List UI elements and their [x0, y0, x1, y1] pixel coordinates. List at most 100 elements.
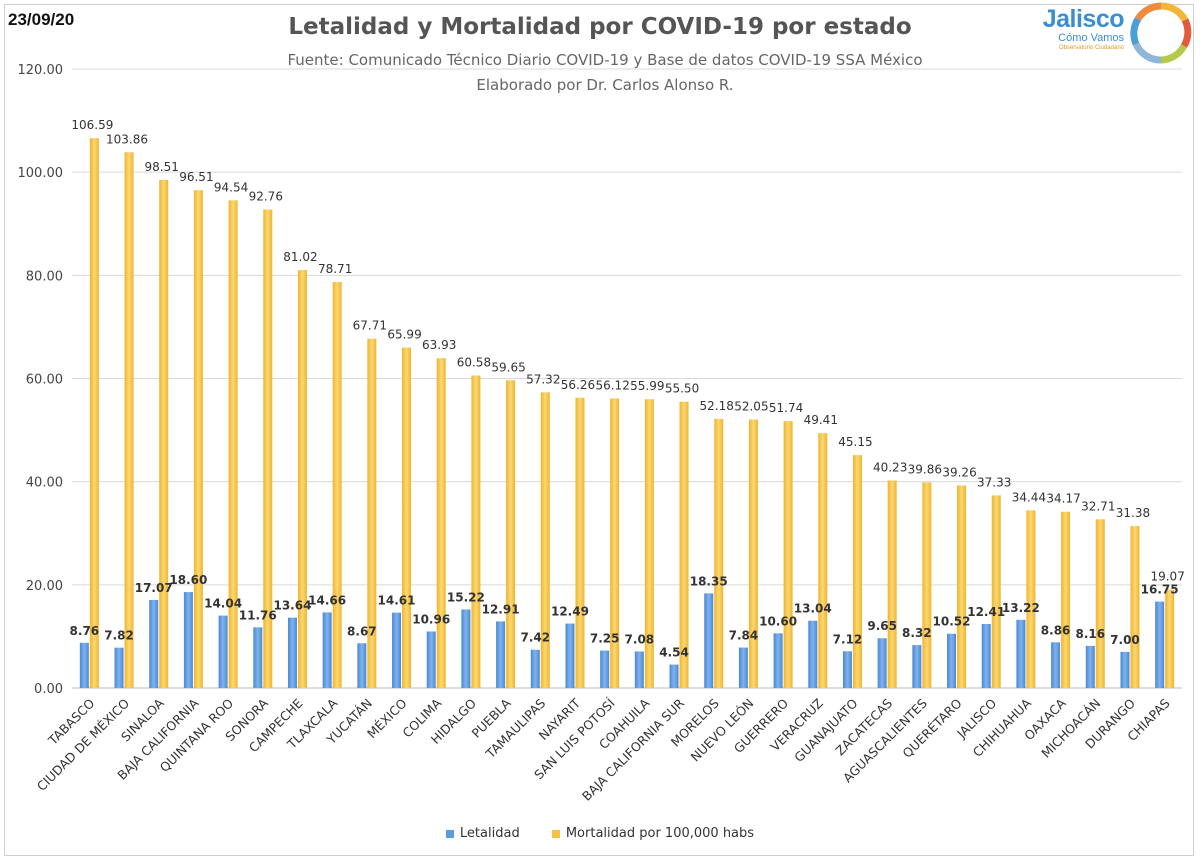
y-tick-label: 60.00	[26, 373, 63, 388]
bar-mortalidad	[297, 270, 307, 688]
bar-mortalidad	[818, 433, 828, 688]
bar-letalidad	[183, 592, 193, 688]
y-tick-label: 80.00	[26, 269, 63, 284]
data-label-mortalidad: 81.02	[283, 250, 317, 264]
date-label: 23/09/20	[8, 10, 75, 29]
data-labels: 106.59 8.76 103.86 7.82 98.51 17.07 96.51 18.60…	[70, 118, 1185, 659]
data-label-letalidad: 4.54	[659, 646, 689, 660]
logo-sub-text: Cómo Vamos	[1058, 32, 1124, 44]
bar-letalidad	[322, 612, 332, 688]
bar-letalidad	[426, 631, 436, 688]
bar-mortalidad	[852, 455, 862, 688]
data-label-letalidad: 10.60	[759, 614, 797, 628]
y-tick-label: 0.00	[34, 682, 63, 697]
data-label-letalidad: 14.61	[378, 594, 416, 608]
data-label-letalidad: 12.91	[482, 602, 520, 616]
legend-swatch-mortalidad	[551, 829, 560, 838]
bar-letalidad	[1016, 619, 1026, 688]
bar-letalidad	[392, 612, 402, 688]
bar-mortalidad	[714, 418, 724, 688]
data-label-letalidad: 15.22	[447, 590, 485, 604]
bar-mortalidad	[506, 380, 516, 688]
bar-letalidad	[565, 623, 575, 688]
data-label-mortalidad: 31.38	[1116, 506, 1150, 520]
bar-mortalidad	[367, 338, 377, 688]
bar-mortalidad	[887, 480, 897, 688]
data-label-mortalidad: 39.26	[942, 465, 976, 479]
chart-frame	[4, 4, 1194, 856]
bar-mortalidad	[124, 152, 134, 688]
chart-subtitle-author: Elaborado por Dr. Carlos Alonso R.	[476, 76, 734, 94]
data-label-letalidad: 8.76	[70, 624, 100, 638]
legend-item-letalidad: Letalidad	[445, 826, 520, 841]
logo-main-text: Jalisco	[1042, 5, 1125, 33]
data-label-mortalidad: 55.50	[665, 382, 699, 396]
legend-label-mortalidad: Mortalidad por 100,000 habs	[565, 826, 755, 841]
bar-mortalidad	[922, 482, 932, 688]
bar-mortalidad	[402, 347, 412, 688]
bar-letalidad	[1085, 645, 1095, 688]
data-label-letalidad: 7.42	[520, 631, 550, 645]
logo-small-text: Observatorio Ciudadano	[1058, 45, 1124, 51]
data-label-mortalidad: 32.71	[1081, 499, 1115, 513]
data-label-letalidad: 18.60	[169, 573, 207, 587]
bar-letalidad	[738, 647, 748, 688]
bar-letalidad	[253, 627, 263, 688]
data-label-mortalidad: 37.33	[977, 475, 1011, 489]
bar-mortalidad	[89, 138, 99, 689]
bar-letalidad	[79, 642, 89, 688]
data-label-mortalidad: 52.05	[734, 400, 768, 414]
data-label-mortalidad: 34.17	[1046, 492, 1080, 506]
bar-mortalidad	[610, 398, 620, 688]
data-label-letalidad: 8.32	[902, 626, 932, 640]
data-label-letalidad: 7.12	[833, 632, 863, 646]
bar-letalidad	[1051, 642, 1061, 688]
bar-letalidad	[773, 633, 783, 688]
data-label-mortalidad: 39.86	[908, 462, 942, 476]
data-label-mortalidad: 60.58	[457, 356, 491, 370]
data-label-letalidad: 13.64	[273, 599, 311, 613]
bar-mortalidad	[436, 358, 446, 688]
bar-mortalidad	[748, 419, 758, 688]
data-label-letalidad: 10.96	[412, 612, 450, 626]
data-label-letalidad: 16.75	[1141, 583, 1179, 597]
legend-label-letalidad: Letalidad	[459, 826, 520, 841]
data-label-mortalidad: 96.51	[179, 170, 213, 184]
bar-letalidad	[1120, 651, 1130, 688]
data-label-mortalidad: 103.86	[106, 132, 148, 146]
bar-letalidad	[981, 623, 991, 688]
data-label-mortalidad: 57.32	[526, 372, 560, 386]
data-label-letalidad: 7.84	[729, 629, 759, 643]
data-label-mortalidad: 34.44	[1012, 490, 1046, 504]
bar-mortalidad	[332, 281, 342, 688]
data-label-mortalidad: 59.65	[491, 360, 525, 374]
data-label-letalidad: 7.00	[1110, 633, 1140, 647]
bar-mortalidad	[540, 392, 550, 688]
y-tick-label: 40.00	[26, 476, 63, 491]
bar-mortalidad	[193, 190, 203, 688]
data-label-letalidad: 12.49	[551, 605, 589, 619]
bar-letalidad	[530, 649, 540, 688]
bar-mortalidad	[679, 401, 689, 688]
bar-mortalidad	[263, 209, 273, 688]
bar-letalidad	[461, 609, 471, 688]
data-label-mortalidad: 98.51	[145, 160, 179, 174]
legend-item-mortalidad: Mortalidad por 100,000 habs	[551, 826, 755, 841]
data-label-letalidad: 12.41	[967, 605, 1005, 619]
data-label-mortalidad: 94.54	[214, 180, 248, 194]
data-label-mortalidad: 19.07	[1150, 570, 1184, 584]
data-label-mortalidad: 65.99	[387, 328, 421, 342]
bar-mortalidad	[471, 375, 481, 688]
bar-mortalidad	[1095, 519, 1105, 688]
bar-mortalidad	[159, 179, 169, 688]
bar-mortalidad	[1026, 510, 1036, 688]
data-label-mortalidad: 56.12	[595, 379, 629, 393]
data-label-mortalidad: 92.76	[249, 190, 283, 204]
bar-letalidad	[496, 621, 506, 688]
logo-ring-icon	[1130, 2, 1192, 64]
data-label-letalidad: 7.82	[104, 629, 134, 643]
bar-letalidad	[600, 650, 610, 688]
jalisco-logo: Jalisco Cómo Vamos Observatorio Ciudadan…	[1034, 2, 1194, 64]
